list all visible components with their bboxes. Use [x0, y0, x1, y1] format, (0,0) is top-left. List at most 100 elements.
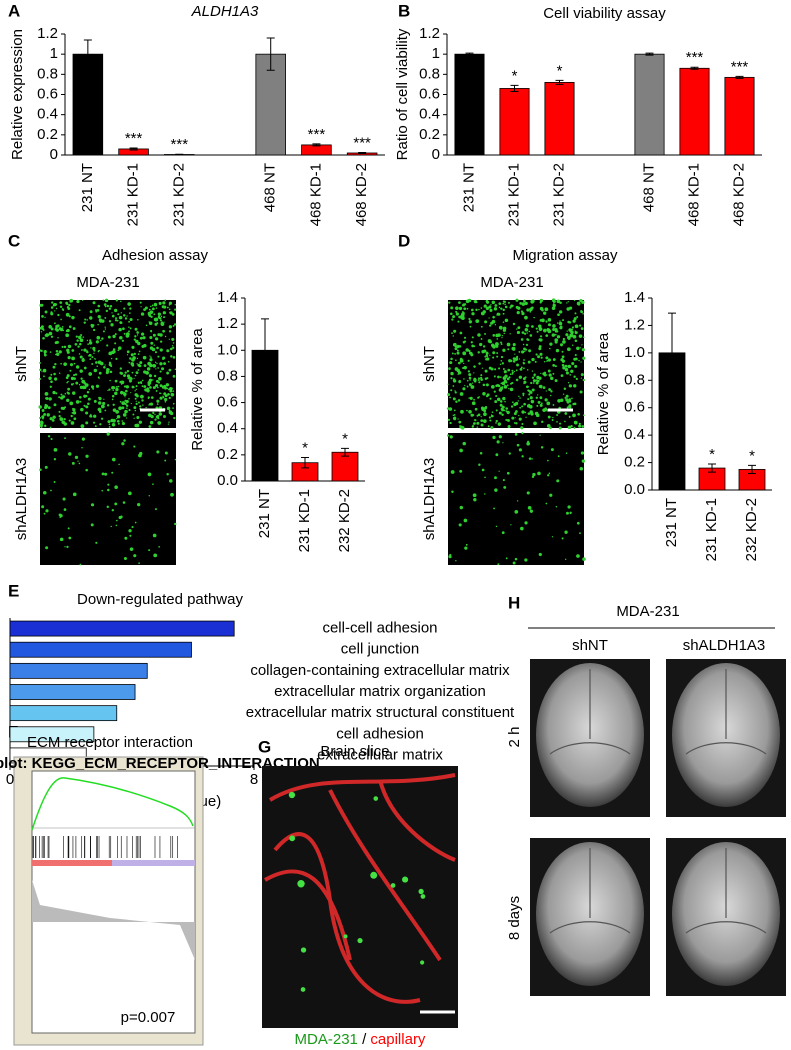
cell-dot — [83, 404, 86, 407]
cell-dot — [128, 376, 132, 380]
cell-dot — [501, 408, 505, 412]
cell-dot — [502, 321, 505, 323]
row-label: 2 h — [506, 727, 523, 748]
cell-dot — [108, 425, 111, 428]
cell-dot — [57, 313, 60, 317]
cell-dot — [149, 358, 153, 362]
cell-dot — [484, 493, 486, 495]
cell-dot — [104, 326, 106, 328]
cell-dot — [123, 385, 127, 388]
cell-dot — [139, 381, 143, 384]
cell-dot — [65, 376, 69, 380]
cell-dot — [161, 367, 165, 371]
cell-dot — [123, 394, 125, 396]
cell-dot — [548, 472, 551, 475]
cell-dot — [168, 386, 173, 391]
cell-dot — [531, 388, 535, 392]
row-label: 8 days — [506, 896, 523, 940]
cell-dot — [525, 385, 529, 389]
y-tick-label: 0.2 — [37, 126, 58, 143]
cell-dot — [574, 331, 578, 335]
cell-dot — [580, 310, 584, 314]
cell-dot — [556, 414, 559, 416]
brain-fold — [549, 669, 631, 755]
brain-fold — [685, 669, 767, 755]
cell-dot — [158, 412, 163, 416]
cell-dot — [458, 379, 461, 383]
y-tick-label: 1.2 — [217, 315, 238, 332]
cell-dot — [496, 440, 500, 444]
gsea-plot — [31, 770, 196, 1034]
micrograph — [448, 433, 584, 565]
cell-dot — [150, 315, 153, 319]
cell-dot — [577, 412, 580, 416]
ranked-metric — [32, 880, 195, 960]
cell-dot — [108, 320, 112, 323]
bar — [72, 53, 104, 156]
cell-dot — [115, 386, 118, 388]
cell-dot — [552, 372, 555, 375]
cell-dot — [580, 373, 584, 377]
cell-dot — [159, 340, 163, 343]
cell-dot — [134, 521, 137, 524]
cell-dot — [509, 373, 512, 376]
cell-dot — [89, 310, 93, 314]
cell-dot — [514, 417, 516, 419]
cell-dot — [157, 355, 160, 358]
cell-dot — [484, 320, 488, 324]
cell-dot — [77, 460, 79, 462]
cell-dot — [545, 374, 548, 376]
cell-dot — [572, 319, 576, 323]
cell-dot — [543, 311, 547, 315]
cell-dot — [100, 339, 102, 342]
cell-dot — [453, 409, 456, 412]
cell-dot — [70, 376, 75, 381]
cell-dot — [133, 417, 135, 419]
cell-dot — [96, 308, 100, 312]
x-tick-label: 231 KD-1 — [703, 498, 720, 561]
cell-dot — [40, 325, 44, 329]
cell-dot — [112, 348, 116, 351]
cell-dot — [484, 369, 488, 373]
cell-dot — [580, 377, 582, 379]
cell-dot — [566, 302, 568, 304]
cell-dot — [571, 361, 575, 366]
cell-dot — [466, 307, 469, 310]
cell-dot — [466, 409, 468, 412]
cell-dot — [122, 327, 125, 331]
cell-dot — [554, 333, 557, 336]
cell-dot — [63, 345, 67, 349]
cell-dot — [500, 341, 503, 344]
cell-dot — [524, 350, 526, 353]
cell-dot — [514, 401, 519, 406]
cell-dot — [41, 505, 45, 509]
cell-dot — [107, 420, 111, 424]
cell-dot — [567, 382, 570, 384]
cell-dot — [43, 413, 47, 416]
cell-dot — [88, 354, 90, 357]
cell-dot — [53, 403, 57, 407]
cell-dot — [297, 880, 305, 888]
cell-dot — [109, 370, 113, 374]
cell-dot — [83, 366, 87, 370]
significance-label: * — [512, 67, 518, 84]
cell-dot — [452, 315, 456, 319]
cell-dot — [469, 396, 473, 400]
cell-dot — [172, 390, 175, 392]
chart-title: ALDH1A3 — [191, 3, 259, 20]
cell-dot — [171, 345, 174, 347]
cell-dot — [121, 339, 125, 342]
cell-dot — [511, 373, 514, 375]
x-tick-label: 468 NT — [262, 163, 279, 212]
cell-dot — [483, 421, 486, 423]
cell-dot — [165, 383, 170, 387]
cell-dot — [119, 371, 122, 375]
cell-dot — [89, 316, 93, 320]
cell-dot — [123, 307, 126, 310]
cell-dot — [129, 534, 132, 537]
x-tick-label: 231 KD-1 — [125, 163, 142, 226]
cell-dot — [53, 481, 56, 484]
cell-dot — [545, 502, 548, 505]
cell-dot — [147, 397, 150, 400]
cell-dot — [484, 333, 486, 335]
